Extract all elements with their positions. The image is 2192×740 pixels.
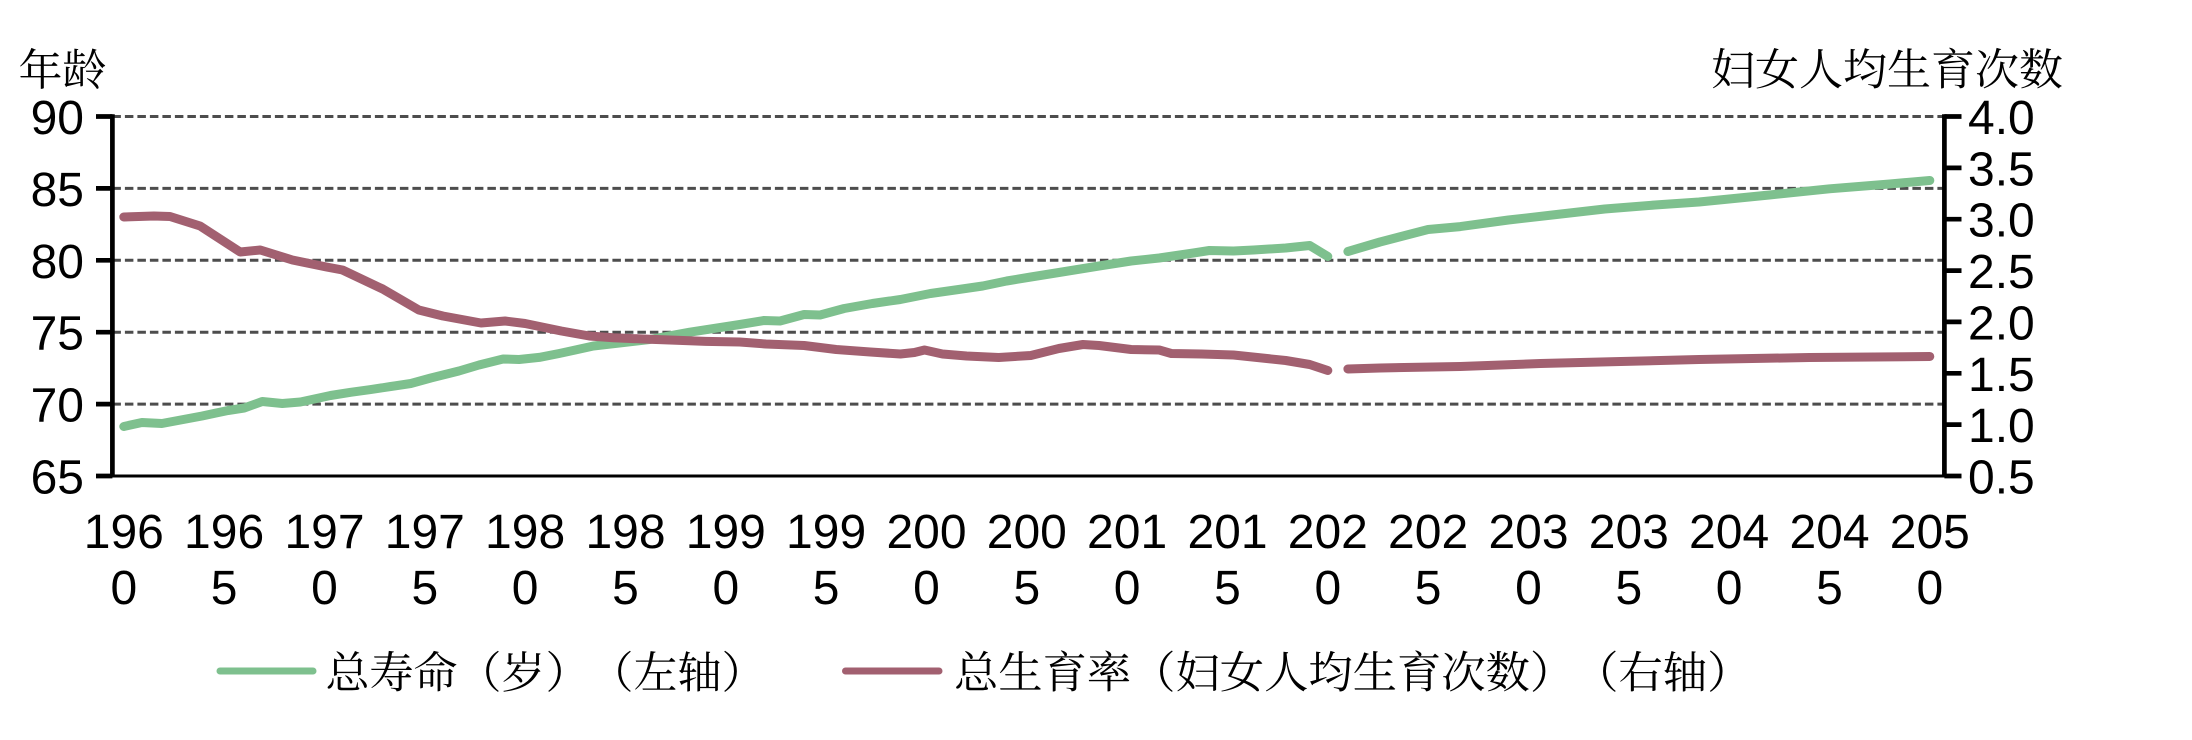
svg-text:0: 0 [110,562,137,615]
svg-text:5: 5 [1013,562,1040,615]
svg-text:0: 0 [1916,562,1943,615]
svg-text:201: 201 [1087,506,1167,559]
svg-text:3.0: 3.0 [1968,195,2035,248]
svg-text:198: 198 [485,506,565,559]
svg-text:204: 204 [1689,506,1769,559]
svg-text:80: 80 [31,236,84,289]
svg-text:65: 65 [31,452,84,505]
svg-text:0: 0 [1716,562,1743,615]
svg-text:85: 85 [31,164,84,217]
svg-text:201: 201 [1187,506,1267,559]
svg-text:5: 5 [1214,562,1241,615]
svg-text:2.0: 2.0 [1968,297,2035,350]
svg-text:4.0: 4.0 [1968,92,2035,145]
svg-text:75: 75 [31,308,84,361]
svg-text:199: 199 [686,506,766,559]
svg-text:5: 5 [813,562,840,615]
svg-text:199: 199 [786,506,866,559]
svg-text:202: 202 [1388,506,1468,559]
svg-text:202: 202 [1288,506,1368,559]
svg-text:1.5: 1.5 [1968,349,2035,402]
svg-text:198: 198 [585,506,665,559]
svg-text:70: 70 [31,380,84,433]
svg-text:0: 0 [712,562,739,615]
svg-text:200: 200 [987,506,1067,559]
svg-text:5: 5 [1615,562,1642,615]
svg-text:0: 0 [1314,562,1341,615]
svg-text:197: 197 [284,506,364,559]
svg-text:2.5: 2.5 [1968,246,2035,299]
svg-text:203: 203 [1488,506,1568,559]
svg-text:0.5: 0.5 [1968,452,2035,505]
svg-text:5: 5 [1415,562,1442,615]
svg-text:3.5: 3.5 [1968,143,2035,196]
svg-text:204: 204 [1789,506,1869,559]
svg-text:5: 5 [411,562,438,615]
svg-text:205: 205 [1890,506,1970,559]
svg-text:0: 0 [311,562,338,615]
svg-text:5: 5 [211,562,238,615]
svg-text:5: 5 [1816,562,1843,615]
svg-text:196: 196 [184,506,264,559]
svg-text:197: 197 [385,506,465,559]
svg-text:200: 200 [886,506,966,559]
svg-text:5: 5 [612,562,639,615]
svg-text:0: 0 [1114,562,1141,615]
svg-text:0: 0 [1515,562,1542,615]
svg-text:0: 0 [512,562,539,615]
svg-text:1.0: 1.0 [1968,400,2035,453]
svg-text:203: 203 [1589,506,1669,559]
svg-text:196: 196 [84,506,164,559]
svg-text:90: 90 [31,92,84,145]
svg-text:0: 0 [913,562,940,615]
